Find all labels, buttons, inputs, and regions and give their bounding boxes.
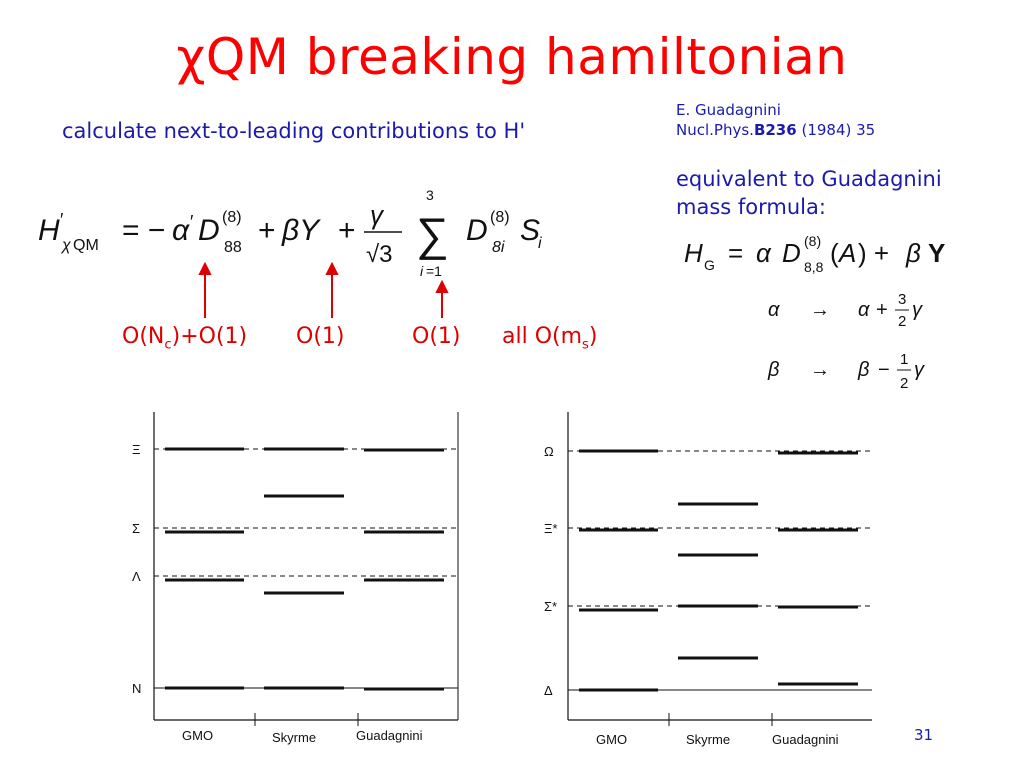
svg-text:β: β bbox=[767, 359, 779, 381]
svg-text:2: 2 bbox=[900, 375, 908, 392]
svg-text:i: i bbox=[420, 263, 424, 279]
page-number: 31 bbox=[914, 726, 934, 744]
svg-text:8,8: 8,8 bbox=[804, 259, 824, 275]
column-label: Skyrme bbox=[272, 730, 316, 745]
svg-text:α: α bbox=[858, 299, 870, 321]
level-label: N bbox=[132, 681, 141, 696]
beta-substitution: β → β − 1 2 γ bbox=[766, 346, 966, 405]
equivalent-line-1: equivalent to Guadagnini bbox=[676, 167, 942, 191]
arrow-3-head bbox=[435, 279, 449, 293]
reference-journal: Nucl.Phys. bbox=[676, 121, 754, 139]
svg-text:′: ′ bbox=[190, 212, 194, 232]
slide-title: χQM breaking hamiltonian bbox=[176, 28, 848, 86]
svg-text:88: 88 bbox=[224, 239, 242, 256]
svg-text:G: G bbox=[704, 257, 715, 273]
arrow-2-head bbox=[325, 261, 339, 275]
svg-text:D: D bbox=[782, 238, 801, 268]
column-label: Guadagnini bbox=[772, 732, 839, 747]
order-label-2: O(1) bbox=[296, 324, 345, 349]
reference-year: (1984) 35 bbox=[801, 121, 876, 139]
svg-text:Y: Y bbox=[928, 238, 945, 268]
svg-text:′: ′ bbox=[60, 210, 64, 230]
svg-text:β: β bbox=[905, 238, 921, 268]
svg-text:+: + bbox=[876, 299, 888, 321]
slide-subtitle: calculate next-to-leading contributions … bbox=[62, 119, 526, 143]
level-label: Ξ bbox=[132, 442, 140, 457]
svg-text:2: 2 bbox=[898, 313, 906, 330]
svg-text:A: A bbox=[837, 238, 856, 268]
svg-text:β: β bbox=[857, 359, 869, 381]
order-label-1: O(Nc)+O(1) bbox=[122, 324, 248, 353]
reference-citation: Nucl.Phys.B236 (1984) 35 bbox=[676, 120, 875, 140]
svg-text:βY: βY bbox=[281, 214, 321, 247]
column-label: Guadagnini bbox=[356, 728, 423, 743]
svg-text:(8): (8) bbox=[804, 233, 821, 249]
svg-text:H: H bbox=[684, 238, 703, 268]
svg-text:→: → bbox=[810, 299, 830, 321]
level-label: Ω bbox=[544, 444, 554, 459]
svg-text:D: D bbox=[198, 214, 220, 247]
svg-text:(8): (8) bbox=[490, 209, 510, 226]
main-equation-graphic: H ′ χ QM = − α ′ D (8) 88 + βY + γ √3 ∑ … bbox=[38, 187, 542, 279]
level-label: Σ* bbox=[544, 599, 557, 614]
column-label: Skyrme bbox=[686, 732, 730, 747]
octet-level-diagram: Ξ Σ Λ N GMO Skyrme Guadagnini bbox=[132, 412, 459, 745]
svg-text:γ: γ bbox=[370, 200, 385, 230]
reference: E. Guadagnini Nucl.Phys.B236 (1984) 35 bbox=[676, 100, 875, 140]
svg-text:∑: ∑ bbox=[416, 208, 449, 260]
order-label-4: all O(ms) bbox=[502, 324, 598, 353]
svg-text:−: − bbox=[878, 359, 890, 381]
svg-text:= −: = − bbox=[122, 214, 165, 247]
alpha-substitution: α → α + 3 2 γ bbox=[766, 286, 966, 341]
beta-substitution-graphic: β → β − 1 2 γ bbox=[767, 351, 925, 392]
equivalent-line-2: mass formula: bbox=[676, 195, 826, 219]
svg-text:=1: =1 bbox=[426, 263, 442, 279]
svg-text:i: i bbox=[538, 235, 542, 252]
guadagnini-formula: H G = α D (8) 8,8 ( A ) + β Y bbox=[684, 226, 1004, 293]
order-label-3: O(1) bbox=[412, 324, 461, 349]
reference-volume: B236 bbox=[753, 121, 797, 139]
column-label: GMO bbox=[182, 728, 213, 743]
equivalent-note: equivalent to Guadagnini mass formula: bbox=[676, 165, 942, 221]
svg-text:α: α bbox=[768, 299, 780, 321]
svg-text:QM: QM bbox=[73, 237, 99, 254]
svg-text:S: S bbox=[520, 214, 540, 247]
column-label: GMO bbox=[596, 732, 627, 747]
svg-text:1: 1 bbox=[900, 351, 908, 368]
svg-text:√3: √3 bbox=[366, 241, 393, 268]
decuplet-level-diagram: Ω Ξ* Σ* Δ GMO Skyrme Guadagnini bbox=[544, 412, 872, 747]
svg-text:(: ( bbox=[830, 238, 839, 268]
level-label: Λ bbox=[132, 569, 141, 584]
svg-text:=: = bbox=[728, 238, 743, 268]
svg-text:H: H bbox=[38, 214, 60, 247]
level-label: Σ bbox=[132, 521, 140, 536]
svg-text:γ: γ bbox=[912, 299, 923, 321]
svg-text:γ: γ bbox=[914, 359, 925, 381]
svg-text:8i: 8i bbox=[492, 239, 505, 256]
svg-text:χ: χ bbox=[60, 237, 71, 254]
svg-text:+: + bbox=[338, 214, 356, 247]
svg-text:) +: ) + bbox=[858, 238, 889, 268]
svg-text:D: D bbox=[466, 214, 488, 247]
alpha-substitution-graphic: α → α + 3 2 γ bbox=[768, 291, 923, 330]
svg-text:+: + bbox=[258, 214, 276, 247]
svg-text:3: 3 bbox=[898, 291, 906, 308]
guadagnini-formula-graphic: H G = α D (8) 8,8 ( A ) + β Y bbox=[684, 233, 945, 275]
svg-text:α: α bbox=[756, 238, 772, 268]
arrow-1-head bbox=[198, 261, 212, 275]
svg-text:→: → bbox=[810, 359, 830, 381]
level-label: Δ bbox=[544, 683, 553, 698]
main-hamiltonian-equation: H ′ χ QM = − α ′ D (8) 88 + βY + γ √3 ∑ … bbox=[36, 180, 636, 298]
svg-text:3: 3 bbox=[426, 187, 434, 203]
level-label: Ξ* bbox=[544, 521, 558, 536]
reference-author: E. Guadagnini bbox=[676, 101, 781, 119]
svg-text:(8): (8) bbox=[222, 209, 242, 226]
svg-text:α: α bbox=[172, 214, 190, 247]
